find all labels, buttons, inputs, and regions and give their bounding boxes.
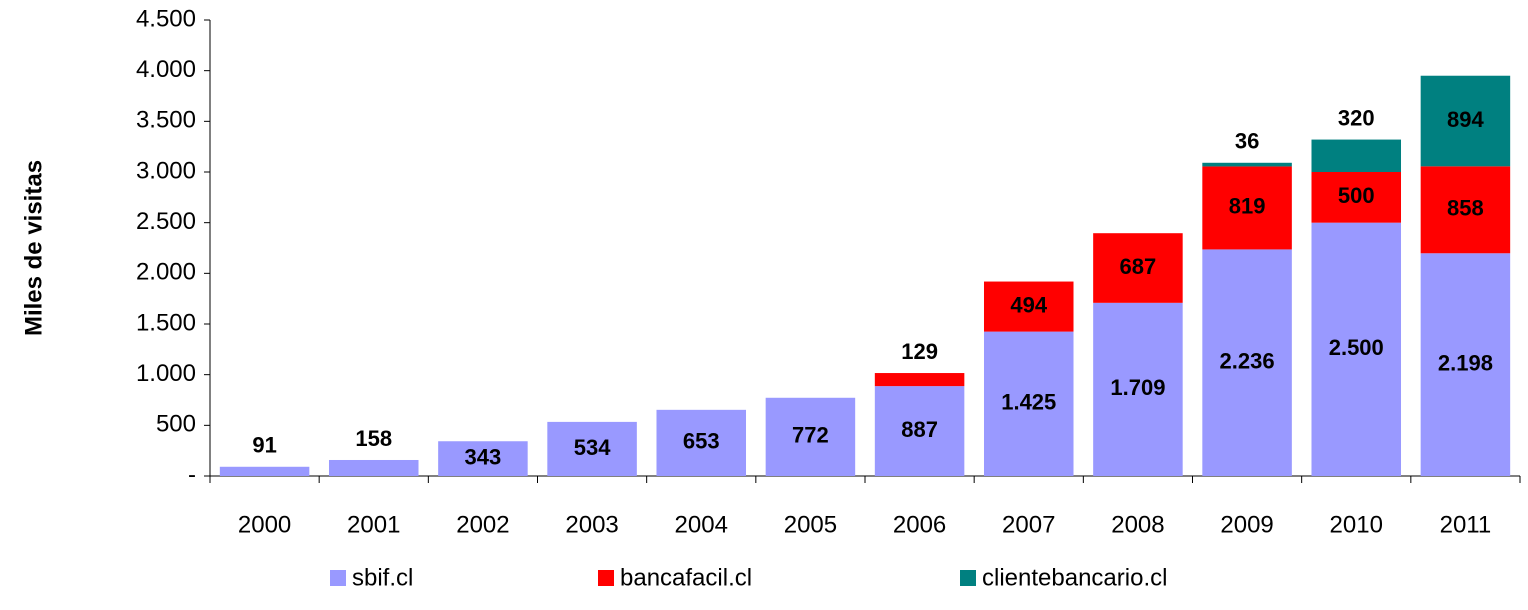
data-label: 653: [683, 429, 720, 454]
legend-swatch: [330, 570, 346, 586]
data-label: 687: [1120, 254, 1157, 279]
data-label: 2.236: [1220, 349, 1275, 374]
x-tick-label: 2010: [1330, 511, 1383, 538]
bar-segment: [874, 373, 965, 387]
legend-swatch: [960, 570, 976, 586]
y-tick-label: 1.000: [136, 360, 196, 387]
data-label: 2.198: [1438, 350, 1493, 375]
x-tick-label: 2011: [1440, 511, 1492, 538]
legend-label: sbif.cl: [352, 564, 413, 591]
y-tick-label: 4.500: [136, 5, 196, 32]
bar-segment: [1311, 139, 1402, 172]
bar-segment: [1202, 162, 1292, 167]
y-tick-label: 1.500: [136, 309, 196, 336]
data-label: 887: [901, 417, 938, 442]
data-label: 534: [574, 435, 611, 460]
y-tick-label: 500: [156, 411, 196, 438]
x-tick-label: 2003: [565, 511, 618, 538]
bar-segment: [765, 397, 856, 476]
y-tick-label: 2.500: [136, 208, 196, 235]
bar-segment: [219, 466, 310, 476]
legend-swatch: [598, 570, 614, 586]
data-label: 2.500: [1329, 335, 1384, 360]
y-tick-label: 4.000: [136, 56, 196, 83]
data-label: 772: [792, 423, 829, 448]
bar-segment: [1093, 233, 1183, 303]
data-label: 343: [465, 444, 502, 469]
legend-label: bancafacil.cl: [620, 564, 752, 591]
y-tick-label: 3.500: [136, 107, 196, 134]
x-tick-label: 2000: [238, 511, 291, 538]
x-tick-label: 2002: [456, 511, 509, 538]
data-label: 1.709: [1110, 375, 1165, 400]
bar-segment: [1420, 75, 1511, 167]
data-label: 500: [1338, 183, 1375, 208]
bar-segment: [1420, 166, 1511, 254]
x-tick-label: 2006: [893, 511, 946, 538]
data-label: 158: [355, 426, 392, 451]
data-label: 894: [1447, 107, 1484, 132]
bar-segment: [1311, 222, 1402, 476]
data-label: 320: [1338, 105, 1375, 130]
bar-segment: [328, 459, 419, 476]
bar-segment: [983, 331, 1074, 476]
x-tick-label: 2009: [1220, 511, 1273, 538]
data-label: 91: [252, 433, 276, 458]
data-label: 819: [1229, 194, 1266, 219]
bar-segment: [1202, 166, 1292, 250]
bar-segment: [983, 281, 1074, 332]
bar-segment: [1093, 302, 1183, 476]
data-label: 36: [1235, 129, 1259, 154]
data-label: 494: [1010, 292, 1047, 317]
bar-segment: [547, 421, 637, 476]
x-tick-label: 2004: [675, 511, 728, 538]
x-tick-label: 2008: [1111, 511, 1164, 538]
bar-segment: [1420, 253, 1511, 476]
y-axis-label: Miles de visitas: [20, 160, 47, 336]
data-label: 1.425: [1001, 390, 1056, 415]
bar-segment: [1311, 172, 1402, 223]
legend-label: clientebancario.cl: [982, 564, 1167, 591]
y-tick-label: 3.000: [136, 157, 196, 184]
y-tick-label: -: [188, 461, 196, 488]
data-label: 129: [901, 339, 938, 364]
x-tick-label: 2007: [1002, 511, 1055, 538]
bar-segment: [874, 386, 965, 476]
x-tick-label: 2001: [347, 511, 400, 538]
data-label: 858: [1447, 196, 1484, 221]
bar-segment: [438, 441, 528, 476]
bar-segment: [656, 409, 747, 476]
bar-segment: [1202, 249, 1292, 476]
x-tick-label: 2005: [784, 511, 837, 538]
y-tick-label: 2.000: [136, 259, 196, 286]
